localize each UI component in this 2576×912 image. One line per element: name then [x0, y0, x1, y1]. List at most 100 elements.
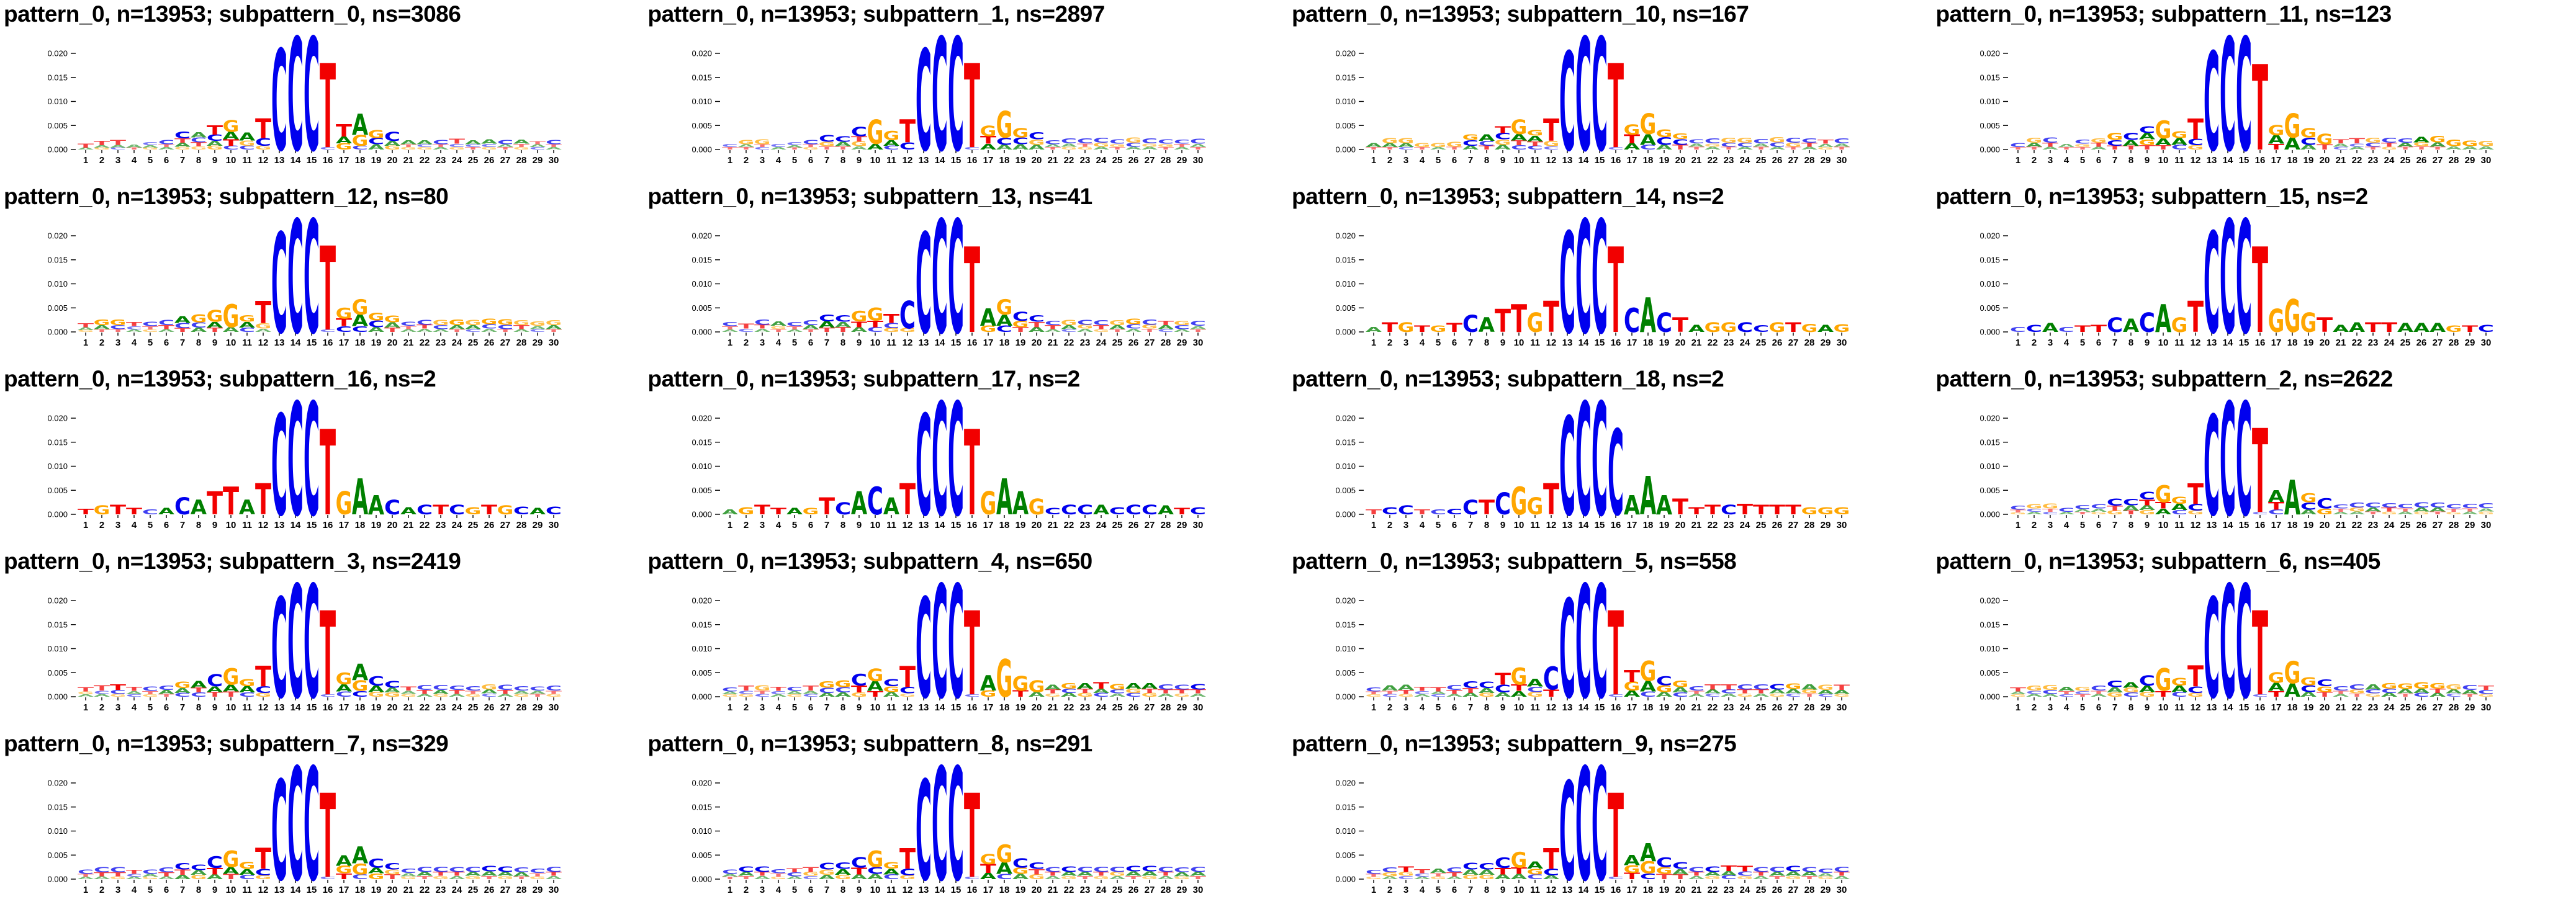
logo-letter-C: C	[802, 139, 818, 146]
logo-letter-C: C	[2429, 502, 2445, 509]
svg-text:T: T	[770, 686, 786, 692]
svg-text:G: G	[1721, 320, 1737, 335]
svg-text:A: A	[1189, 692, 1205, 698]
svg-text:T: T	[963, 406, 980, 542]
subplot-subpattern_8: pattern_0, n=13953; subpattern_8, ns=291…	[644, 730, 1289, 912]
svg-text:T: T	[1141, 687, 1157, 694]
x-tick-label: 24	[1096, 338, 1106, 348]
svg-text:A: A	[721, 508, 738, 516]
x-tick-label: 20	[1675, 155, 1686, 166]
logo-letter-T: T	[2445, 507, 2461, 513]
x-tick-label: 3	[1403, 155, 1408, 166]
svg-text:T: T	[721, 325, 737, 331]
logo-letter-C: C	[158, 867, 174, 874]
logo-letter-T: T	[1430, 686, 1446, 693]
svg-text:C: C	[1688, 685, 1705, 692]
svg-text:C: C	[78, 869, 94, 875]
x-tick-label: 12	[902, 702, 912, 713]
x-tick-label: 13	[274, 155, 285, 166]
x-tick-label: 1	[2015, 338, 2020, 348]
x-tick-label: 11	[886, 702, 896, 713]
logo-letter-C: C	[384, 130, 400, 144]
svg-text:A: A	[433, 689, 449, 695]
logo-letter-C: C	[996, 135, 1012, 147]
svg-text:C: C	[1012, 856, 1028, 871]
svg-text:C: C	[1705, 138, 1721, 145]
x-tick-label: 3	[115, 155, 120, 166]
x-tick-label: 29	[1176, 702, 1187, 713]
logo-letter-A: A	[980, 143, 996, 152]
x-tick-label: 8	[2128, 520, 2133, 530]
x-tick-label: 13	[918, 520, 929, 530]
logo-letter-T: T	[2187, 660, 2203, 694]
svg-text:C: C	[834, 861, 850, 871]
logo-letter-C: C	[2074, 690, 2090, 695]
x-tick-label: 22	[2351, 520, 2362, 530]
svg-text:C: C	[255, 136, 271, 148]
svg-text:T: T	[2413, 145, 2429, 151]
logo-letter-A: A	[2268, 133, 2284, 147]
x-tick-label: 28	[1804, 702, 1815, 713]
logo-letter-C: C	[465, 685, 481, 692]
x-tick-label: 17	[1627, 702, 1637, 713]
svg-text:A: A	[239, 868, 255, 877]
svg-text:T: T	[1624, 871, 1641, 881]
subplot-subpattern_5: pattern_0, n=13953; subpattern_5, ns=558…	[1288, 547, 1932, 730]
logo-letter-T: T	[1366, 508, 1382, 516]
svg-text:G: G	[867, 847, 883, 873]
logo-letter-A: A	[883, 691, 899, 698]
logo-letter-C: C	[1462, 496, 1479, 519]
logo-letter-T: T	[110, 328, 127, 333]
y-tick-label: 0.005	[691, 668, 712, 677]
logo-letter-A: A	[1737, 146, 1753, 151]
logo-letter-C: C	[1044, 140, 1060, 146]
svg-text:A: A	[850, 145, 867, 151]
svg-text:C: C	[400, 321, 417, 327]
logo-letter-A: A	[1028, 691, 1045, 698]
svg-text:C: C	[304, 392, 320, 547]
svg-text:T: T	[1092, 871, 1109, 877]
svg-text:C: C	[368, 319, 384, 329]
svg-text:T: T	[126, 321, 142, 328]
svg-text:G: G	[2042, 503, 2058, 510]
logo-letter-C: C	[947, 210, 963, 365]
x-tick-label: 10	[226, 520, 236, 530]
x-tick-label: 25	[1756, 885, 1767, 895]
logo-letter-C: C	[2009, 143, 2025, 149]
svg-text:A: A	[2477, 145, 2493, 151]
x-tick-label: 4	[132, 702, 137, 713]
x-tick-label: 26	[1772, 520, 1783, 530]
svg-text:A: A	[352, 661, 368, 686]
svg-text:C: C	[818, 134, 834, 145]
svg-text:A: A	[384, 686, 401, 694]
y-tick-label: 0.000	[47, 692, 68, 702]
logo-letter-A: A	[1462, 145, 1479, 151]
logo-letter-G: G	[1817, 875, 1834, 880]
logo-letter-G: G	[1479, 692, 1495, 698]
logo-letter-A: A	[1028, 326, 1045, 333]
x-tick-label: 16	[2254, 338, 2265, 348]
y-tick-label: 0.015	[1335, 802, 1356, 811]
svg-text:C: C	[1559, 27, 1575, 182]
logo-letter-C: C	[818, 313, 834, 324]
svg-text:C: C	[1575, 574, 1592, 730]
x-tick-label: 17	[2271, 338, 2281, 348]
x-tick-label: 6	[808, 155, 813, 166]
svg-text:C: C	[271, 27, 287, 182]
logo-letter-T: T	[1446, 689, 1462, 695]
logo-letter-C: C	[2413, 501, 2429, 510]
logo-letter-T: T	[1414, 146, 1431, 150]
logo-letter-C: C	[1575, 27, 1592, 182]
y-tick-label: 0.005	[47, 668, 68, 677]
svg-text:G: G	[223, 664, 240, 691]
svg-text:A: A	[818, 692, 834, 698]
x-tick-label: 18	[999, 520, 1009, 530]
svg-text:C: C	[1189, 320, 1205, 328]
logo-letter-G: G	[2106, 691, 2123, 698]
svg-text:G: G	[867, 305, 883, 326]
svg-text:T: T	[1382, 690, 1398, 695]
x-tick-label: 23	[2367, 702, 2378, 713]
logo-letter-A: A	[2284, 135, 2300, 154]
y-tick-label: 0.005	[691, 303, 712, 313]
